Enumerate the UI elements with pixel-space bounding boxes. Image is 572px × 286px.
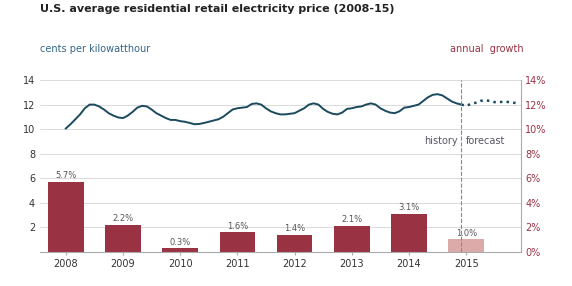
Text: 1.6%: 1.6% [227,222,248,231]
Bar [334,226,370,252]
Bar [448,239,484,252]
Bar [391,214,427,252]
Text: 1.4%: 1.4% [284,224,305,233]
Text: history: history [424,136,458,146]
Text: 2.1%: 2.1% [341,215,362,225]
Bar [277,235,312,252]
Bar [162,248,198,252]
Text: 5.7%: 5.7% [55,171,77,180]
Text: forecast: forecast [466,136,505,146]
Text: 0.3%: 0.3% [169,238,191,247]
Text: annual  growth: annual growth [450,44,523,54]
Text: 1.0%: 1.0% [456,229,476,238]
Bar [48,182,84,252]
Text: cents per kilowatthour: cents per kilowatthour [40,44,150,54]
Text: 3.1%: 3.1% [398,203,420,212]
Bar [220,232,255,252]
Text: 2.2%: 2.2% [113,214,133,223]
Bar [105,225,141,252]
Text: U.S. average residential retail electricity price (2008-15): U.S. average residential retail electric… [40,4,395,14]
